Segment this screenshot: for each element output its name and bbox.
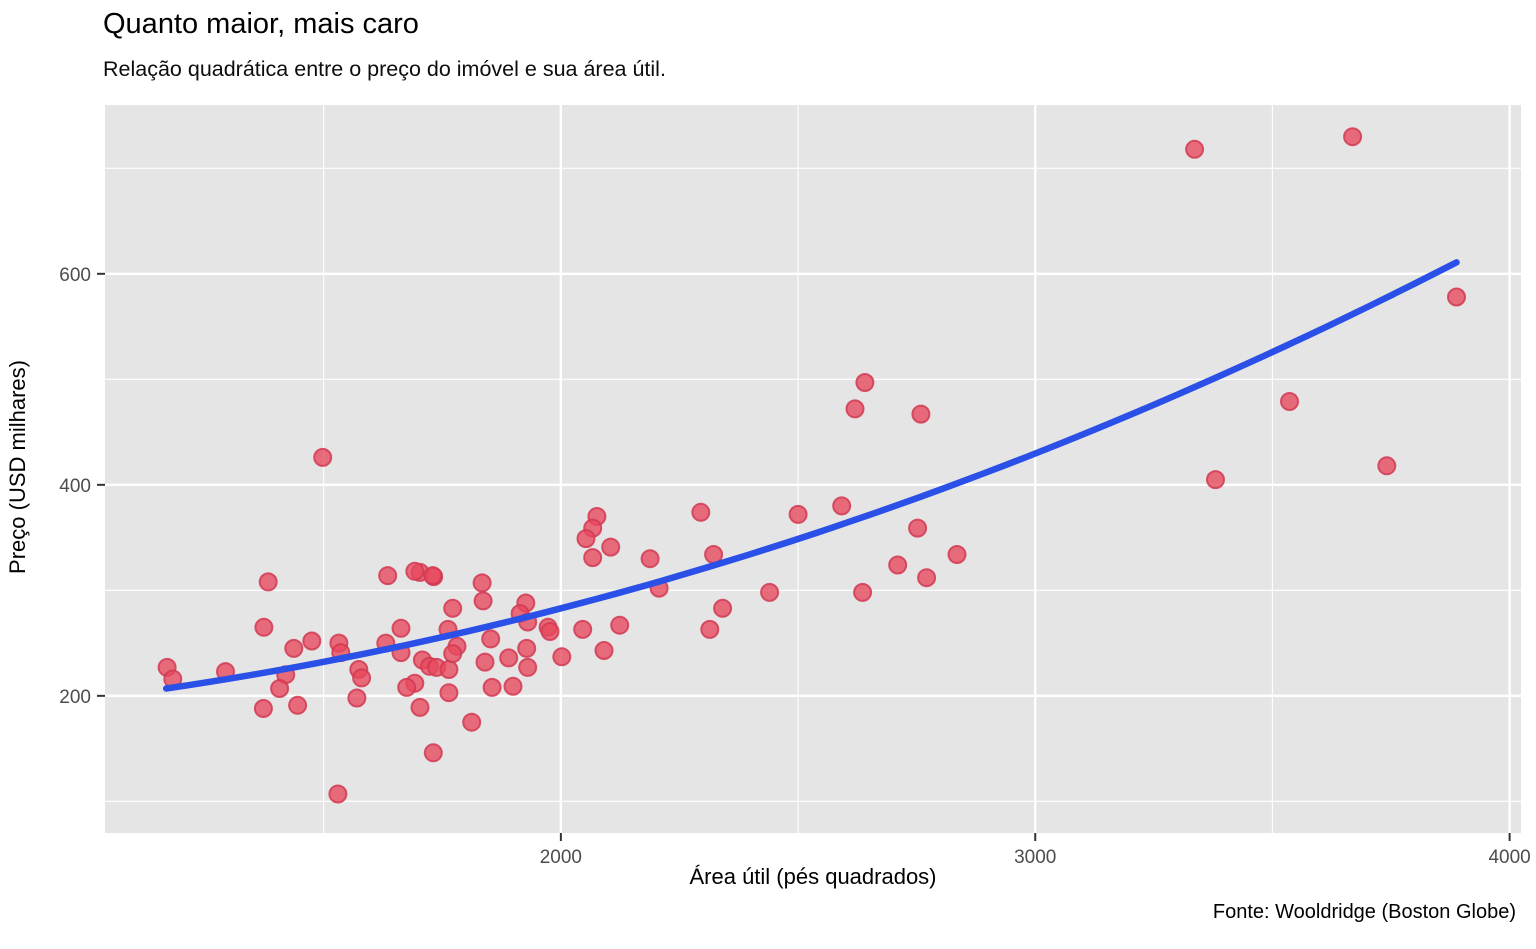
data-point [517,638,537,658]
data-point [700,619,720,639]
data-point [573,619,593,639]
data-point [594,641,614,660]
data-point [258,572,278,592]
data-point [397,677,417,697]
data-point [347,688,367,708]
x-tick-label: 2000 [540,847,582,868]
data-point [713,598,733,618]
data-point [540,622,560,641]
data-point [481,629,501,649]
data-point [423,566,443,586]
data-point [462,712,482,732]
data-point [499,648,519,668]
y-tick-label: 400 [59,476,91,497]
data-point [917,568,937,588]
data-point [472,573,492,593]
data-point [552,647,572,667]
data-point [1206,470,1225,490]
data-point [288,695,308,715]
data-point [832,496,852,516]
data-point [302,631,322,651]
data-point [760,582,780,602]
scatter-points [157,127,1466,804]
axis-ticks: 2000 3000 4000 200 400 600 [59,265,1530,868]
y-tick-label: 600 [59,265,91,286]
data-point [475,652,495,672]
data-point [473,591,493,611]
data-point [845,399,865,419]
chart-caption: Fonte: Wooldridge (Boston Globe) [1212,901,1516,923]
major-gridlines [105,105,1521,833]
data-point [908,518,928,538]
data-point [391,618,411,638]
data-point [328,784,348,804]
data-point [788,504,808,524]
y-tick-label: 200 [59,687,91,708]
x-tick-label: 3000 [1014,847,1056,868]
chart-subtitle: Relação quadrática entre o preço do imóv… [103,57,666,81]
data-point [947,545,967,564]
plot-panel [105,105,1521,833]
data-point [911,404,931,424]
data-point [439,683,459,703]
x-tick-label: 4000 [1488,847,1530,868]
data-point [482,677,502,697]
data-point [503,676,523,696]
data-point [640,549,660,569]
data-point [888,555,908,575]
data-point [583,548,603,568]
y-axis-title: Preço (USD milhares) [5,360,30,574]
data-point [855,373,875,392]
data-point [853,582,873,602]
data-point [1185,139,1205,159]
x-axis-title: Área útil (pés quadrados) [689,864,937,889]
data-point [378,566,398,586]
data-point [576,529,596,549]
data-point [284,638,304,658]
data-point [443,598,463,618]
data-point [410,697,430,717]
data-point [610,615,630,635]
data-point [518,657,538,677]
data-point [443,644,463,664]
data-point [405,561,425,581]
data-point [270,679,290,698]
data-point [313,447,333,467]
data-point [254,617,274,637]
smooth-trend-line [162,259,1460,692]
data-point [691,502,711,522]
data-point [253,699,273,718]
data-point [1343,127,1363,147]
chart-title: Quanto maior, mais caro [103,8,419,40]
data-point [352,668,372,688]
data-point [439,660,459,679]
data-point [1377,456,1397,476]
data-point [1447,287,1466,307]
data-point [1280,392,1299,411]
data-point [423,743,443,763]
data-point [601,537,621,557]
